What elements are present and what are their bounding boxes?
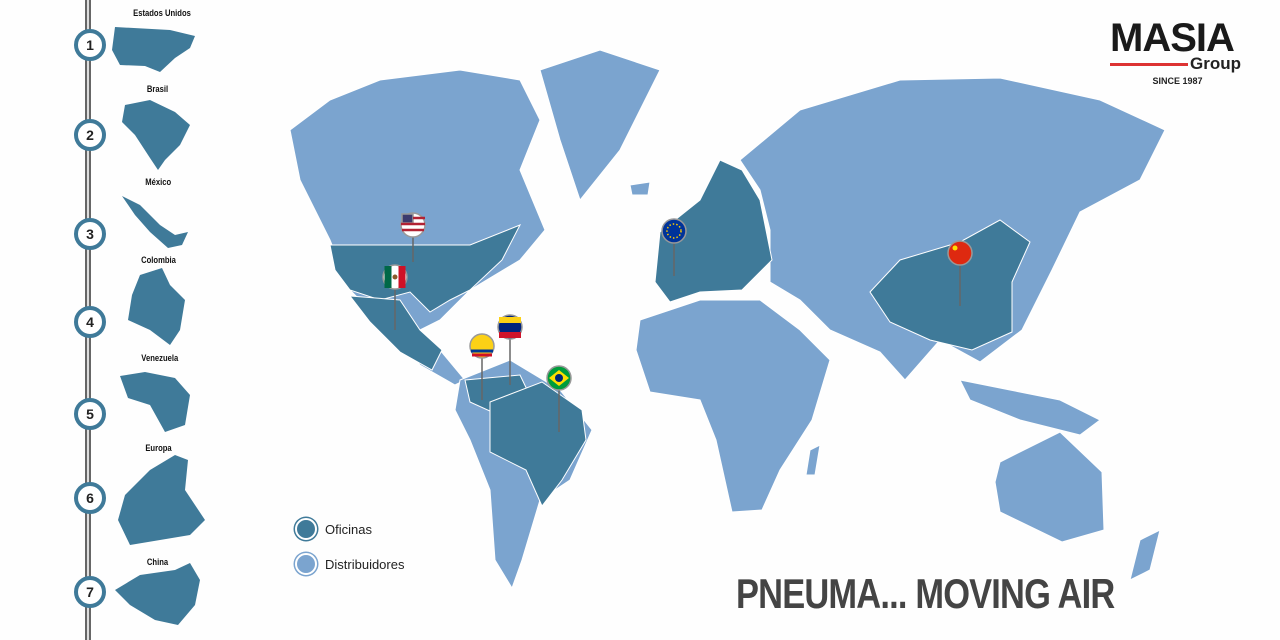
china-region [869,219,1031,351]
label-colombia: Colombia [141,255,176,265]
mexico-flag-icon [382,264,408,290]
label-usa: Estados Unidos [133,8,191,18]
asia [739,77,1166,381]
usa-region [329,224,522,313]
europe-region [654,159,773,303]
label-brasil: Brasil [146,84,169,94]
flag-pins [382,212,973,391]
brazil-flag-icon [546,365,572,391]
southeast-asia [959,379,1101,436]
step-4-badge: 4 [74,306,106,338]
offices-swatch [295,518,317,540]
brazil-region [489,381,587,507]
venezuela-silhouette [120,372,190,432]
australia [994,431,1105,543]
africa [635,299,831,513]
usa-silhouette [112,27,195,72]
legend-distributors-label: Distribuidores [325,556,405,572]
usa-flag-icon [400,212,426,238]
europa-silhouette [118,455,205,545]
mexico-silhouette [122,196,188,248]
sidebar-silhouettes [112,27,205,625]
label-china: China [146,557,169,567]
legend-offices-label: Oficinas [325,521,372,537]
logo-since: SINCE 1987 [1152,76,1203,86]
legend-distributors: Distribuidores [295,553,404,575]
iceland [629,181,651,196]
label-venezuela: Venezuela [141,353,179,363]
step-3-badge: 3 [74,218,106,250]
colombia-flag-icon [469,333,495,359]
brasil-silhouette [122,100,190,170]
step-1-badge: 1 [74,29,106,61]
step-5-badge: 5 [74,398,106,430]
mexico-region [348,295,443,371]
office-regions [329,159,1031,507]
logo-sub: Group [1190,54,1241,73]
greenland [539,49,661,202]
venezuela-flag-icon [497,314,523,340]
new-zealand [1129,529,1161,581]
step-6-badge: 6 [74,482,106,514]
distributor-regions [289,49,1166,590]
logo-name: MASIA [1110,16,1235,60]
china-silhouette [115,563,200,625]
madagascar [805,444,821,476]
eu-flag-icon [661,218,687,244]
label-europa: Europa [145,443,172,453]
masia-logo: MASIA Group SINCE 1987 [1110,18,1245,86]
china-flag-icon [947,240,973,266]
distributors-swatch [295,553,317,575]
step-7-badge: 7 [74,576,106,608]
tagline: PNEUMA... MOVING AIR [736,570,1115,617]
legend-offices: Oficinas [295,518,372,540]
colombia-silhouette [128,268,185,345]
label-mexico: México [145,177,172,187]
step-2-badge: 2 [74,119,106,151]
pin-stems [394,237,961,432]
